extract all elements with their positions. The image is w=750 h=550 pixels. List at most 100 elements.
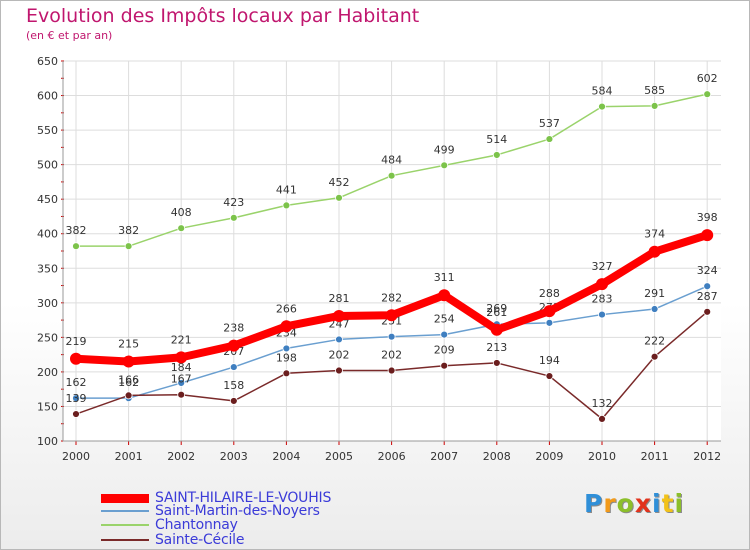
data-label-chantonnay: 602 (697, 72, 718, 85)
data-label-chantonnay: 537 (539, 117, 560, 130)
data-point-sainte-cecile (387, 366, 396, 375)
data-label-chantonnay: 499 (434, 143, 455, 156)
legend-swatch-chantonnay (101, 524, 149, 526)
legend-label-saint-hilaire: SAINT-HILAIRE-LE-VOUHIS (155, 490, 332, 506)
data-label-saint-martin-des-noyers: 283 (592, 293, 613, 306)
logo-letter: i (652, 489, 662, 518)
data-label-sainte-cecile: 166 (118, 373, 139, 386)
data-label-chantonnay: 484 (381, 154, 402, 167)
data-point-saint-hilaire-le-vouhis (648, 245, 661, 258)
logo-letter: i (674, 489, 685, 518)
data-point-saint-hilaire-le-vouhis (438, 289, 451, 302)
data-label-saint-martin-des-noyers: 162 (118, 376, 139, 389)
data-point-saint-martin-des-noyers (650, 305, 659, 313)
data-point-sainte-cecile (440, 361, 449, 370)
data-label-saint-martin-des-noyers: 324 (697, 264, 718, 277)
y-tick-label: 450 (37, 193, 58, 206)
data-label-saint-hilaire-le-vouhis: 266 (276, 302, 297, 315)
logo-letter: t (661, 489, 675, 518)
data-label-saint-hilaire-le-vouhis: 281 (329, 292, 350, 305)
data-point-sainte-cecile (229, 397, 238, 405)
data-label-chantonnay: 514 (486, 133, 507, 146)
data-point-chantonnay (440, 161, 449, 170)
data-point-saint-martin-des-noyers (335, 335, 343, 344)
data-point-sainte-cecile (598, 414, 606, 423)
data-point-sainte-cecile (545, 372, 554, 380)
y-tick-label: 650 (37, 55, 58, 68)
logo-letter: x (634, 489, 652, 518)
data-point-saint-martin-des-noyers (598, 310, 606, 319)
data-point-saint-martin-des-noyers (282, 344, 291, 353)
data-point-saint-martin-des-noyers (177, 379, 186, 387)
data-point-sainte-cecile (72, 410, 80, 418)
x-tick-label: 2008 (483, 450, 511, 463)
legend-swatch-saint-hilaire (101, 493, 149, 503)
x-tick-label: 2011 (641, 450, 669, 463)
x-tick-label: 2005 (325, 450, 353, 463)
y-tick-label: 400 (37, 228, 58, 241)
data-point-sainte-cecile (282, 369, 291, 378)
data-label-saint-hilaire-le-vouhis: 238 (223, 322, 244, 335)
logo-letter: o (616, 489, 635, 518)
legend-label-chantonnay: Chantonnay (155, 517, 238, 533)
y-tick-label: 250 (37, 331, 58, 344)
data-point-chantonnay (598, 102, 606, 111)
chart-title: Evolution des Impôts locaux par Habitant (26, 5, 420, 27)
data-label-saint-hilaire-le-vouhis: 261 (486, 306, 507, 319)
data-point-saint-hilaire-le-vouhis (701, 229, 714, 242)
logo-letter: r (603, 489, 617, 518)
data-point-chantonnay (492, 151, 501, 159)
data-point-saint-hilaire-le-vouhis (543, 305, 556, 318)
data-point-saint-hilaire-le-vouhis (490, 323, 503, 336)
data-label-sainte-cecile: 194 (539, 354, 560, 367)
data-label-chantonnay: 382 (118, 224, 139, 237)
data-point-chantonnay (545, 135, 554, 143)
proxiti-logo: Proxiti (584, 489, 684, 518)
data-point-sainte-cecile (124, 391, 133, 400)
data-point-chantonnay (282, 201, 291, 210)
data-label-sainte-cecile: 202 (329, 349, 350, 362)
data-label-chantonnay: 408 (171, 206, 192, 219)
data-point-chantonnay (72, 242, 80, 251)
legend-label-sainte-cecile: Sainte-Cécile (155, 532, 245, 548)
data-point-saint-hilaire-le-vouhis (385, 309, 398, 322)
data-point-saint-hilaire-le-vouhis (122, 355, 135, 368)
data-label-saint-martin-des-noyers: 162 (66, 376, 87, 389)
y-tick-label: 600 (37, 90, 58, 103)
data-point-saint-martin-des-noyers (545, 318, 554, 327)
legend-item-chantonnay: Chantonnay (101, 517, 238, 533)
y-tick-label: 200 (37, 366, 58, 379)
data-point-saint-martin-des-noyers (229, 363, 238, 371)
x-tick-label: 2000 (62, 450, 90, 463)
data-label-saint-hilaire-le-vouhis: 327 (592, 260, 613, 273)
data-label-sainte-cecile: 139 (66, 392, 87, 405)
data-point-sainte-cecile (177, 390, 186, 399)
data-label-saint-hilaire-le-vouhis: 374 (644, 228, 665, 241)
data-point-saint-martin-des-noyers (72, 394, 80, 403)
data-point-sainte-cecile (703, 307, 712, 316)
data-point-sainte-cecile (335, 366, 343, 375)
data-label-sainte-cecile: 209 (434, 344, 455, 357)
x-tick-label: 2004 (272, 450, 300, 463)
y-tick-label: 150 (37, 400, 58, 413)
data-label-saint-hilaire-le-vouhis: 219 (66, 335, 87, 348)
data-point-sainte-cecile (492, 359, 501, 367)
data-label-saint-hilaire-le-vouhis: 398 (697, 211, 718, 224)
data-point-saint-hilaire-le-vouhis (280, 320, 293, 333)
logo-letter: P (584, 489, 604, 518)
data-label-sainte-cecile: 202 (381, 349, 402, 362)
y-tick-label: 300 (37, 297, 58, 310)
x-tick-label: 2002 (167, 450, 195, 463)
data-label-sainte-cecile: 198 (276, 351, 297, 364)
data-label-saint-martin-des-noyers: 184 (171, 361, 192, 374)
legend-item-sainte-cecile: Sainte-Cécile (101, 532, 244, 548)
data-point-saint-hilaire-le-vouhis (596, 278, 608, 291)
data-label-chantonnay: 423 (223, 196, 244, 209)
data-label-saint-martin-des-noyers: 291 (644, 287, 665, 300)
legend-swatch-sainte-cecile (101, 539, 149, 541)
data-label-saint-hilaire-le-vouhis: 282 (381, 291, 402, 304)
x-tick-label: 2001 (115, 450, 143, 463)
x-tick-label: 2012 (693, 450, 721, 463)
data-label-sainte-cecile: 167 (171, 373, 192, 386)
